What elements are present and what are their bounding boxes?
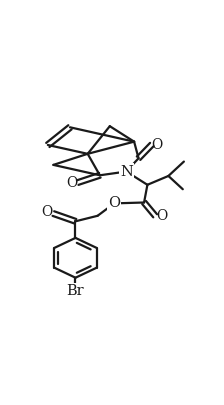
Text: O: O xyxy=(156,209,167,223)
Text: O: O xyxy=(152,138,163,151)
Text: Br: Br xyxy=(67,284,84,298)
Text: O: O xyxy=(67,176,78,190)
Text: O: O xyxy=(108,196,120,210)
Text: O: O xyxy=(42,205,53,219)
Text: N: N xyxy=(120,164,133,179)
